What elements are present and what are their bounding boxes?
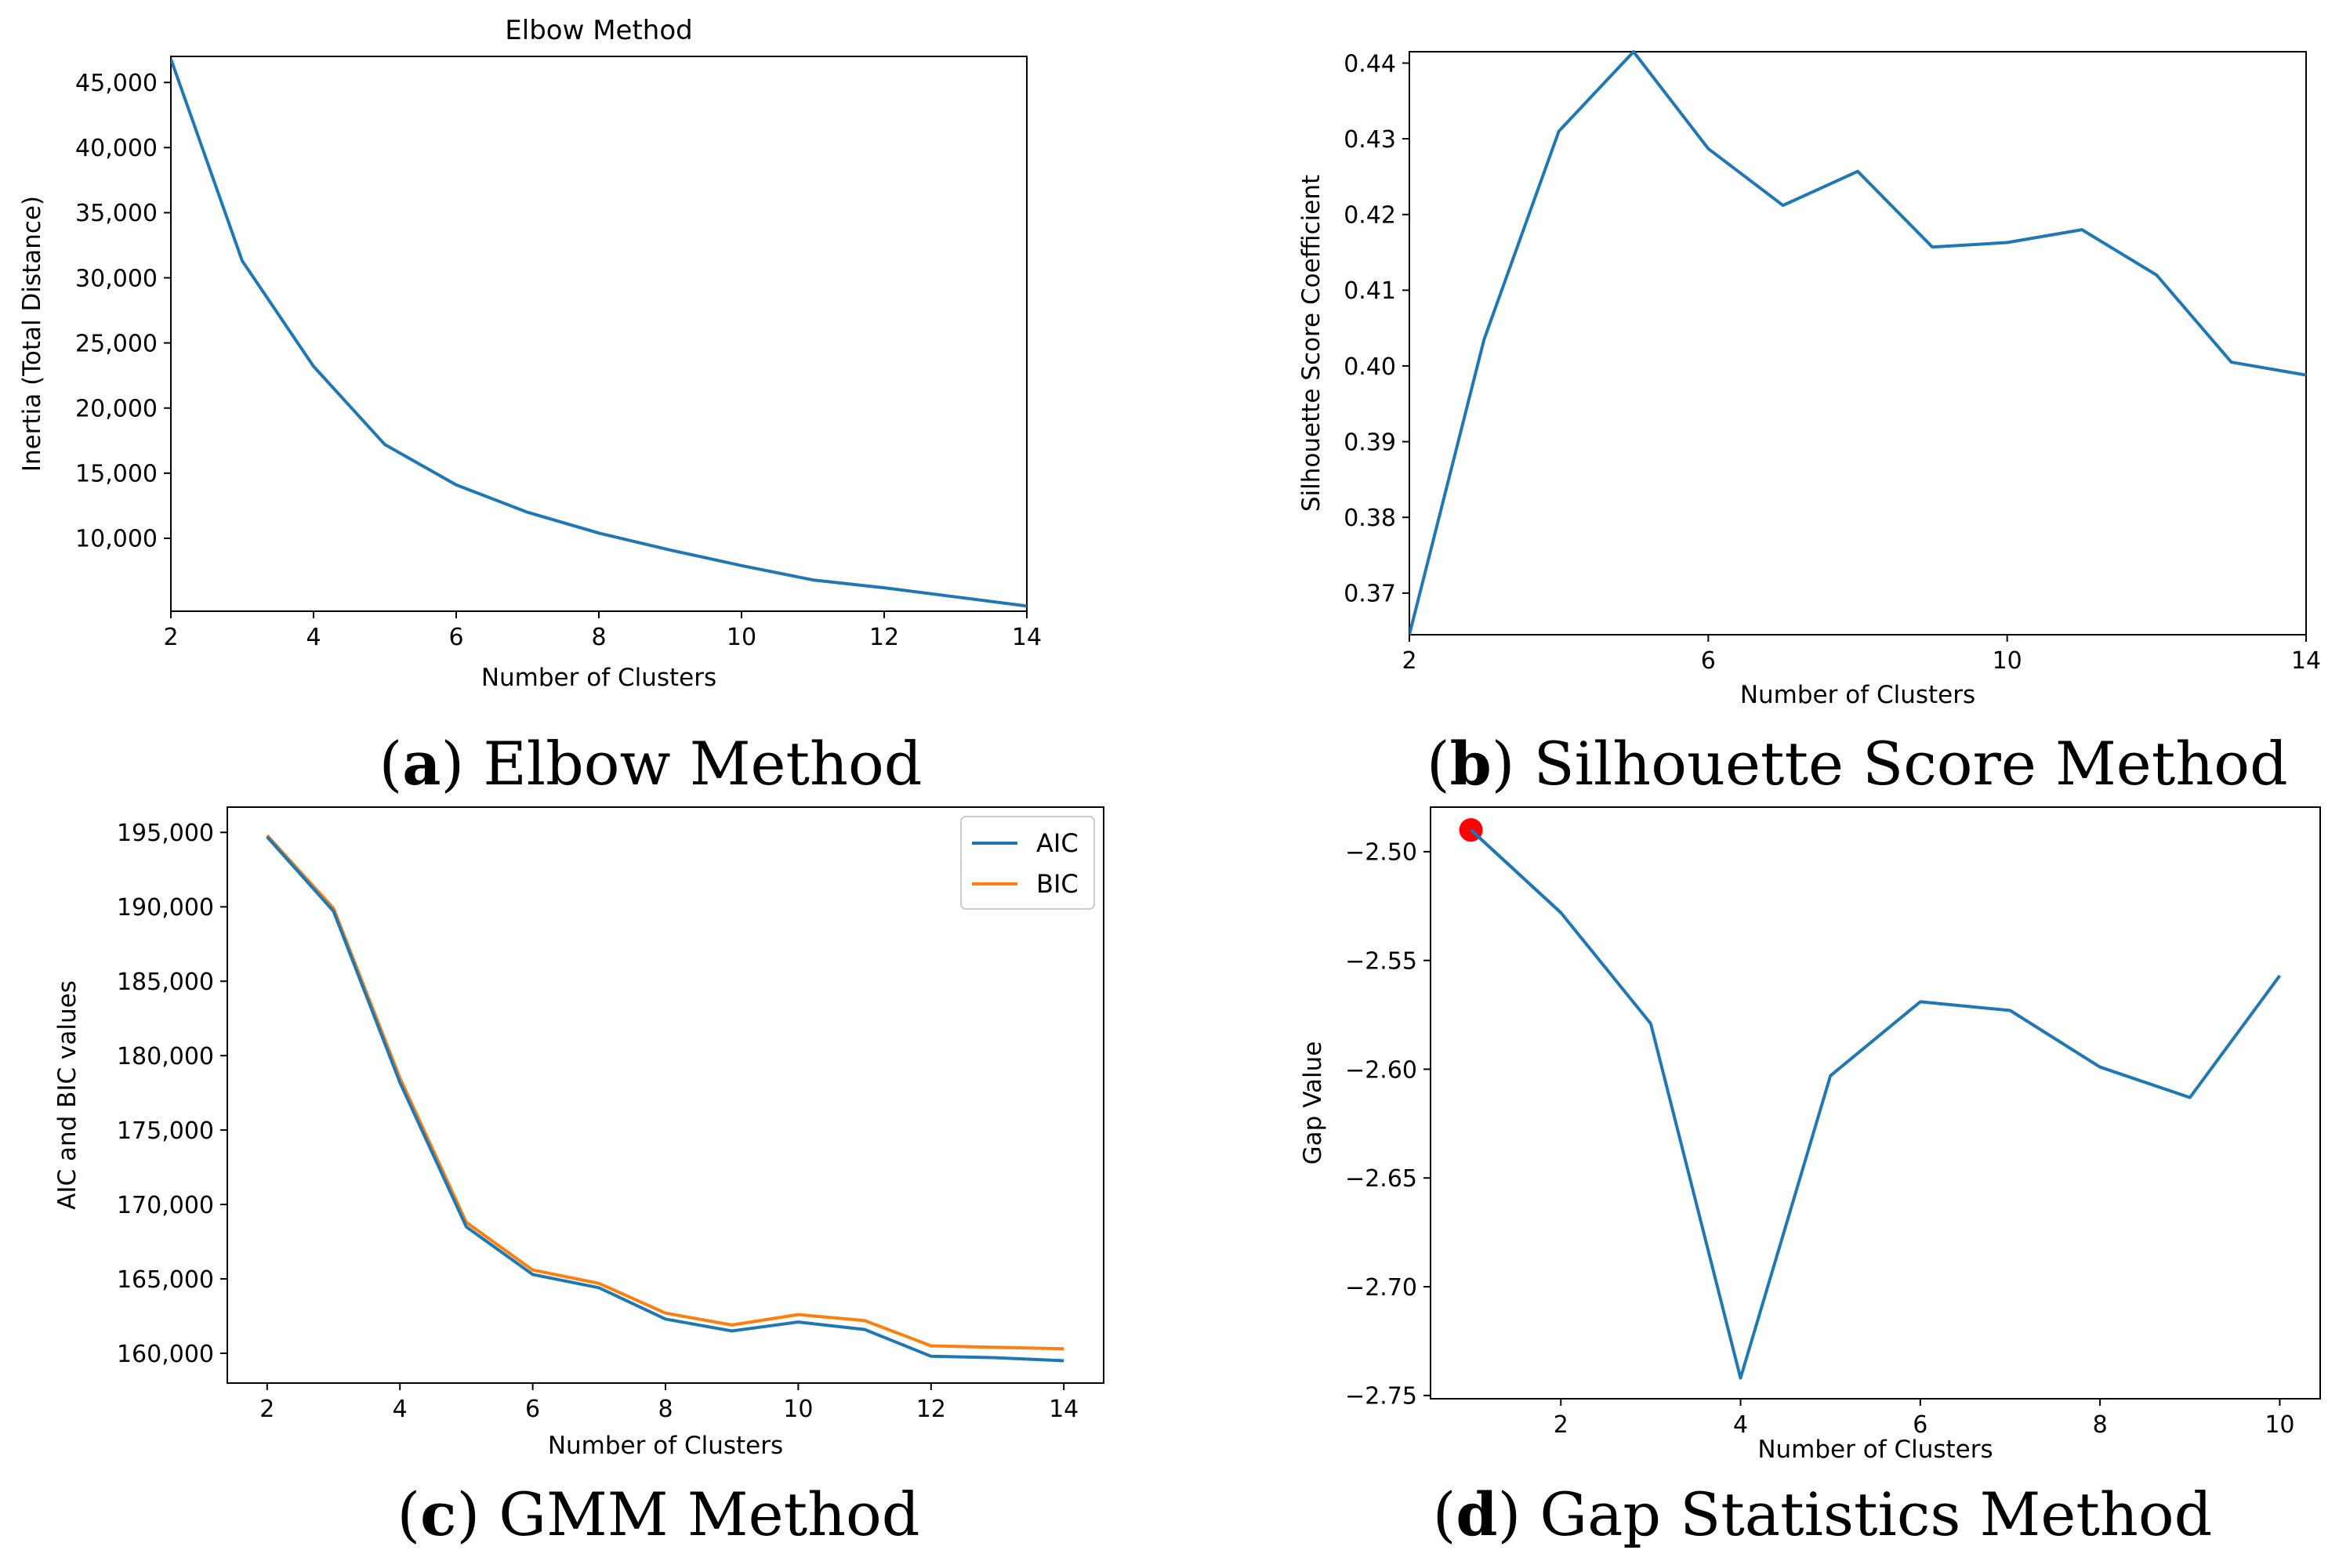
y-axis-label: AIC and BIC values — [53, 980, 82, 1210]
caption-b: (b) Silhouette Score Method — [1427, 729, 2288, 798]
chart-b: 2 6 10 14 0.37 0.38 0.39 0.40 0.41 0.42 0.43 0.44 Nu… — [1297, 50, 2321, 709]
x-tick-label: 10 — [783, 1396, 813, 1423]
x-tick-label: 4 — [306, 624, 321, 651]
y-tick-label: 25,000 — [75, 330, 158, 357]
y-tick-label: 180,000 — [117, 1043, 214, 1070]
y-tick-label: 0.43 — [1344, 126, 1396, 154]
x-tick-label: 2 — [1554, 1411, 1568, 1439]
y-tick-label: 0.41 — [1344, 277, 1396, 305]
y-axis-label: Inertia (Total Distance) — [18, 196, 46, 472]
y-tick-label: 170,000 — [117, 1192, 214, 1219]
y-tick-label: −2.75 — [1345, 1383, 1417, 1410]
chart-c: 2 4 6 8 10 12 14 160,000 165,000 170,000 175,000 18… — [53, 806, 1104, 1460]
y-tick-label: 0.39 — [1344, 429, 1396, 456]
x-tick-label: 14 — [1012, 624, 1042, 651]
y-tick-label: −2.70 — [1345, 1274, 1417, 1302]
y-tick-label: 190,000 — [117, 894, 214, 922]
y-tick-label: 0.40 — [1344, 353, 1396, 381]
legend-box — [960, 816, 1095, 910]
y-tick-label: 165,000 — [117, 1266, 214, 1294]
y-tick-label: 10,000 — [75, 526, 158, 553]
series-line-aic — [266, 835, 1064, 1363]
x-axis-label: Number of Clusters — [481, 664, 716, 692]
y-tick-label: 35,000 — [75, 200, 158, 227]
y-tick-label: 160,000 — [117, 1341, 214, 1368]
y-axis-label: Gap Value — [1299, 1041, 1327, 1165]
x-tick-label: 12 — [869, 624, 899, 651]
caption-c-label: c — [420, 1479, 457, 1549]
x-tick-label: 2 — [163, 624, 178, 651]
series-line-bic — [266, 834, 1064, 1351]
series-line-inertia — [171, 58, 1027, 608]
y-tick-label: 20,000 — [75, 396, 158, 423]
chart-title: Elbow Method — [505, 15, 692, 46]
caption-b-text: Silhouette Score Method — [1533, 729, 2288, 798]
y-tick-label: −2.55 — [1345, 947, 1417, 975]
x-tick-label: 6 — [448, 624, 463, 651]
y-tick-label: 30,000 — [75, 265, 158, 292]
x-tick-label: 12 — [916, 1396, 946, 1423]
x-tick-label: 2 — [1402, 647, 1416, 675]
caption-d-text: Gap Statistics Method — [1539, 1479, 2213, 1549]
x-tick-label: 10 — [727, 624, 756, 651]
caption-a-label: a — [402, 729, 441, 798]
legend-label-bic: BIC — [1036, 869, 1079, 899]
legend-label-aic: AIC — [1036, 828, 1079, 858]
series-line-silhouette — [1409, 50, 2306, 636]
y-tick-label: 185,000 — [117, 969, 214, 996]
x-axis-label: Number of Clusters — [1757, 1436, 1993, 1464]
caption-c: (c) GMM Method — [397, 1479, 920, 1549]
caption-b-label: b — [1449, 729, 1492, 798]
y-tick-label: 175,000 — [117, 1117, 214, 1145]
x-tick-label: 2 — [259, 1396, 274, 1423]
caption-a-text: Elbow Method — [483, 729, 923, 798]
y-axis-label: Silhouette Score Coefficient — [1297, 175, 1325, 512]
x-tick-label: 10 — [2265, 1411, 2294, 1439]
x-tick-label: 8 — [2093, 1411, 2108, 1439]
caption-d: (d) Gap Statistics Method — [1432, 1479, 2213, 1549]
chart-d: 2 4 6 8 10 −2.75 −2.70 −2.65 −2.60 −2.55 −2.50 Numb… — [1299, 806, 2321, 1464]
x-tick-label: 6 — [525, 1396, 540, 1423]
y-tick-label: −2.50 — [1345, 839, 1417, 867]
y-tick-label: 15,000 — [75, 461, 158, 488]
plot-frame — [1430, 806, 2321, 1400]
x-tick-label: 10 — [1993, 647, 2022, 675]
x-tick-label: 8 — [591, 624, 606, 651]
x-tick-label: 8 — [658, 1396, 673, 1423]
chart-a: 2 4 6 8 10 12 14 10,000 15,000 20,000 25,000 30,000… — [18, 15, 1042, 692]
y-tick-label: 0.37 — [1344, 581, 1396, 608]
y-tick-label: 40,000 — [75, 135, 158, 162]
y-tick-label: 0.44 — [1344, 50, 1396, 78]
series-line-overlay — [1470, 828, 1562, 914]
x-axis-label: Number of Clusters — [548, 1432, 783, 1460]
x-axis-label: Number of Clusters — [1740, 681, 1975, 709]
y-tick-label: 0.42 — [1344, 202, 1396, 230]
plot-frame — [1409, 51, 2307, 636]
y-tick-label: 195,000 — [117, 820, 214, 847]
x-tick-label: 14 — [1049, 1396, 1079, 1423]
caption-c-text: GMM Method — [499, 1479, 920, 1549]
plot-frame — [170, 56, 1028, 612]
x-tick-label: 6 — [1701, 647, 1716, 675]
x-tick-label: 4 — [393, 1396, 408, 1423]
x-tick-label: 14 — [2291, 647, 2321, 675]
y-tick-label: −2.60 — [1345, 1056, 1417, 1084]
y-tick-label: 0.38 — [1344, 505, 1396, 532]
x-tick-label: 6 — [1913, 1411, 1927, 1439]
x-tick-label: 4 — [1733, 1411, 1748, 1439]
series-line-gap — [1470, 828, 2282, 1380]
caption-a: (a) Elbow Method — [379, 729, 923, 798]
y-tick-label: 45,000 — [75, 70, 158, 97]
y-tick-label: −2.65 — [1345, 1165, 1417, 1193]
caption-d-label: d — [1456, 1479, 1498, 1549]
